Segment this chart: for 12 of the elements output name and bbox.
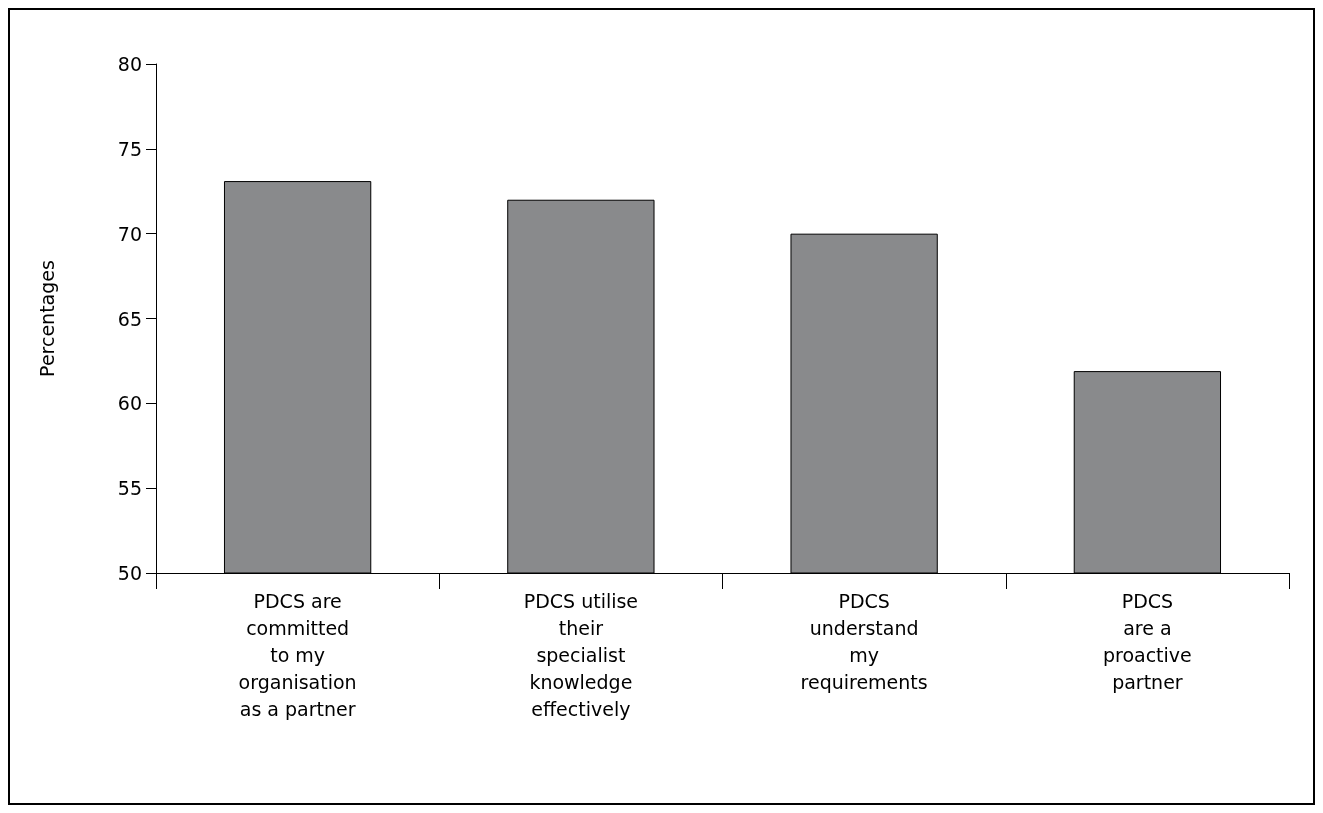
y-tick-label: 70 [117,222,142,245]
x-tick-label: PDCS utilise their specialist knowledge effectively [523,589,639,720]
x-tick-label: PDCS are a proactive partner [1102,589,1192,693]
y-tick-label: 75 [117,137,142,160]
y-tick-label: 55 [117,477,142,500]
y-tick-label: 80 [117,53,142,75]
y-tick-label: 50 [117,562,142,584]
x-tick-label: PDCS understand my requirements [800,589,928,693]
y-tick-label: 60 [117,392,142,415]
y-tick-label: 65 [117,307,142,330]
y-axis-title: Percentages [35,260,58,377]
x-tick-label: PDCS are committed to my organisation as a partner [238,589,357,720]
